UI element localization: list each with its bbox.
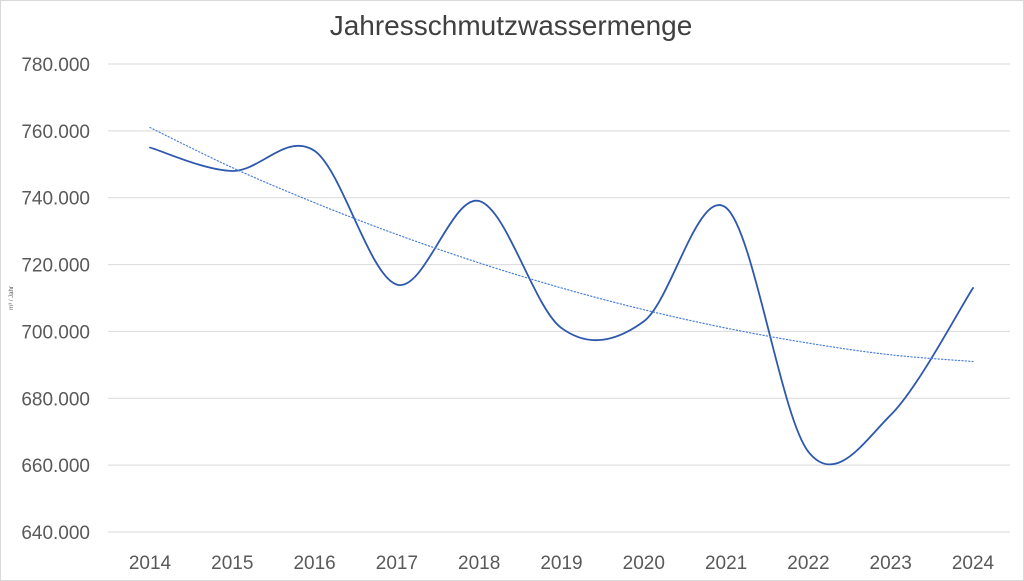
x-tick-labels: 2014 2015 2016 2017 2018 2019 2020 2021 2022 2023…	[129, 553, 995, 574]
data-point	[312, 148, 318, 154]
x-tick-label: 2023	[870, 553, 912, 574]
y-tick-labels: 640.000 660.000 680.000 700.000 720.000 740.0…	[21, 55, 90, 544]
y-tick-label: 660.000	[21, 456, 90, 477]
x-tick-label: 2018	[458, 553, 500, 574]
x-tick-label: 2015	[211, 553, 253, 574]
series-layer	[147, 126, 976, 466]
x-tick-label: 2019	[540, 553, 582, 574]
data-point	[723, 205, 729, 211]
chart-title: Jahresschmutzwassermenge	[329, 10, 693, 41]
y-tick-label: 640.000	[21, 523, 90, 544]
y-tick-label: 720.000	[21, 256, 90, 277]
data-point	[229, 168, 235, 174]
gridlines	[108, 63, 1010, 533]
series-line	[149, 144, 974, 466]
data-point	[970, 285, 976, 291]
trendline	[149, 126, 974, 363]
y-tick-label: 680.000	[21, 389, 90, 410]
x-tick-label: 2014	[129, 553, 172, 574]
x-tick-label: 2024	[952, 553, 995, 574]
data-point	[641, 318, 647, 324]
data-point	[559, 325, 565, 331]
y-tick-label: 700.000	[21, 322, 90, 343]
y-tick-label: 780.000	[21, 55, 90, 76]
x-tick-label: 2021	[705, 553, 747, 574]
x-tick-label: 2017	[376, 553, 418, 574]
data-point	[476, 198, 482, 204]
data-point	[147, 145, 153, 151]
x-tick-label: 2020	[623, 553, 665, 574]
x-tick-label: 2016	[293, 553, 335, 574]
data-point	[805, 449, 811, 455]
x-tick-label: 2022	[787, 553, 829, 574]
y-tick-label: 740.000	[21, 189, 90, 210]
data-point	[394, 282, 400, 288]
y-tick-label: 760.000	[21, 122, 90, 143]
data-point	[888, 412, 894, 418]
